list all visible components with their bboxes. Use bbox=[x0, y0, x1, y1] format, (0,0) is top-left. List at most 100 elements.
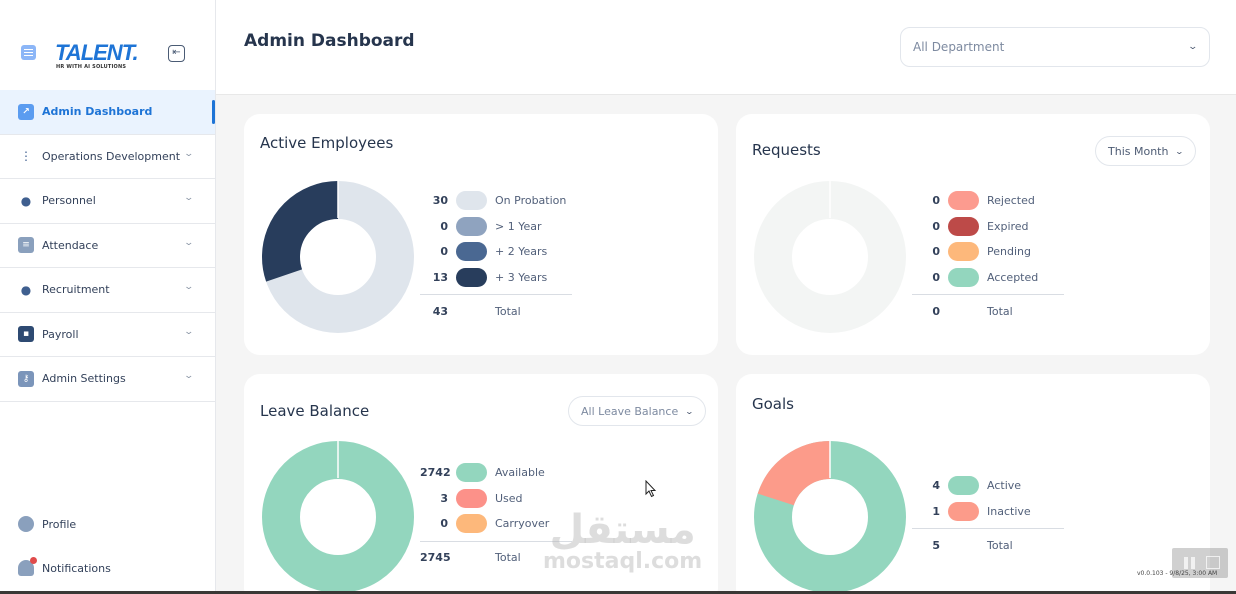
legend-total: 0 Total bbox=[932, 304, 1013, 318]
legend-swatch bbox=[456, 216, 487, 236]
leave-balance-card: Leave Balance All Leave Balance ⌄ 2742 Av… bbox=[244, 374, 718, 594]
active-employees-legend: 30 On Probation 0 > 1 Year 0 + 2 Years 13 + … bbox=[420, 188, 580, 321]
sidebar-item-label: Operations Development bbox=[42, 149, 181, 163]
chevron-down-icon[interactable]: ⌄ bbox=[183, 282, 195, 292]
bottom-strip bbox=[0, 591, 1236, 594]
user-add-icon: ● bbox=[20, 282, 32, 297]
legend-row: 0 Carryover bbox=[420, 511, 580, 537]
active-employees-card: Active Employees 30 On Probation 0 > 1 Yea… bbox=[244, 114, 718, 355]
legend-row: 0 Expired bbox=[912, 214, 1072, 240]
user-circle-icon bbox=[18, 516, 34, 532]
legend-row: 0 Accepted bbox=[912, 265, 1072, 291]
goals-card: Goals 4 Active 1 Inactive 5 Total bbox=[736, 374, 1210, 594]
logo: TALENT. bbox=[55, 40, 139, 65]
legend-row: 2742 Available bbox=[420, 460, 580, 486]
legend-divider bbox=[420, 540, 572, 542]
leave-balance-donut[interactable] bbox=[261, 440, 415, 594]
leave-balance-legend: 2742 Available 3 Used 0 Carryover 2745 Total bbox=[420, 460, 580, 568]
notification-badge bbox=[30, 557, 37, 564]
sidebar-item-label: Payroll bbox=[42, 327, 79, 341]
checklist-icon: ≡ bbox=[18, 237, 34, 254]
chevron-down-icon: ⌄ bbox=[684, 406, 695, 416]
sidebar-nav: ↗ Admin Dashboard ⋮ Operations Developme… bbox=[0, 90, 215, 402]
card-title: Requests bbox=[752, 141, 821, 159]
picture-in-picture-icon bbox=[1206, 556, 1220, 569]
legend-swatch bbox=[456, 514, 487, 534]
requests-donut[interactable] bbox=[753, 180, 907, 334]
wallet-icon: ▪ bbox=[18, 326, 34, 343]
chevron-down-icon[interactable]: ⌄ bbox=[183, 371, 195, 381]
department-select[interactable]: All Department ⌄ bbox=[900, 27, 1210, 67]
org-tree-icon: ⋮ bbox=[20, 149, 32, 164]
chevron-down-icon[interactable]: ⌄ bbox=[183, 326, 195, 337]
chevron-down-icon: ⌄ bbox=[1187, 42, 1199, 52]
legend-swatch bbox=[456, 463, 487, 483]
legend-row: 0 Pending bbox=[912, 239, 1072, 265]
sidebar-item-operations-development[interactable]: ⋮ Operations Development ⌄ bbox=[0, 135, 215, 179]
leave-balance-filter-select[interactable]: All Leave Balance ⌄ bbox=[568, 396, 706, 426]
legend-divider bbox=[912, 528, 1064, 529]
requests-period-select[interactable]: This Month ⌄ bbox=[1095, 136, 1197, 166]
legend-total: 43 Total bbox=[432, 304, 521, 318]
legend-row: 13 + 3 Years bbox=[420, 265, 580, 291]
menu-icon[interactable] bbox=[21, 45, 36, 60]
sidebar-item-label: Recruitment bbox=[42, 283, 110, 297]
sidebar-item-admin-dashboard[interactable]: ↗ Admin Dashboard bbox=[0, 90, 215, 135]
card-title: Leave Balance bbox=[260, 402, 370, 420]
sidebar-item-profile[interactable]: Profile bbox=[0, 502, 215, 546]
sidebar-item-label: Notifications bbox=[42, 561, 111, 575]
chevron-down-icon: ⌄ bbox=[1175, 146, 1185, 156]
sidebar-item-label: Admin Settings bbox=[42, 372, 126, 386]
sidebar-item-label: Profile bbox=[42, 517, 77, 531]
legend-swatch bbox=[948, 242, 979, 262]
sidebar-item-attendance[interactable]: ≡ Attendace ⌄ bbox=[0, 224, 215, 268]
legend-divider bbox=[420, 294, 572, 295]
mouse-cursor-icon bbox=[645, 480, 657, 498]
legend-total: 5 Total bbox=[932, 538, 1013, 552]
card-title: Active Employees bbox=[260, 134, 394, 152]
chevron-down-icon[interactable]: ⌄ bbox=[183, 237, 195, 248]
requests-card: Requests This Month ⌄ 0 Rejected 0 Expired… bbox=[736, 114, 1210, 355]
legend-row: 0 + 2 Years bbox=[420, 239, 580, 265]
legend-row: 0 > 1 Year bbox=[420, 214, 580, 240]
chevron-down-icon[interactable]: ⌄ bbox=[183, 148, 195, 159]
legend-row: 0 Rejected bbox=[912, 188, 1072, 214]
sidebar-item-label: Personnel bbox=[42, 194, 96, 208]
active-employees-donut[interactable] bbox=[261, 180, 415, 334]
video-overlay-controls[interactable] bbox=[1172, 548, 1228, 578]
brand-bar: TALENT. HR WITH AI SOLUTIONS ⇤ bbox=[18, 40, 208, 76]
legend-row: 3 Used bbox=[420, 486, 580, 512]
sidebar: TALENT. HR WITH AI SOLUTIONS ⇤ ↗ Admin D… bbox=[0, 0, 216, 594]
goals-legend: 4 Active 1 Inactive 5 Total bbox=[912, 473, 1072, 555]
legend-total: 2745 Total bbox=[420, 551, 521, 564]
legend-swatch bbox=[948, 267, 979, 287]
sidebar-item-notifications[interactable]: Notifications bbox=[0, 546, 215, 590]
goals-donut[interactable] bbox=[753, 440, 907, 594]
legend-swatch bbox=[948, 476, 979, 496]
legend-swatch bbox=[456, 267, 487, 287]
legend-row: 30 On Probation bbox=[420, 188, 580, 214]
pause-icon bbox=[1184, 557, 1188, 569]
legend-swatch bbox=[456, 488, 487, 508]
sidebar-item-admin-settings[interactable]: ⚷ Admin Settings ⌄ bbox=[0, 357, 215, 402]
collapse-sidebar-icon[interactable]: ⇤ bbox=[168, 45, 185, 62]
header: Admin Dashboard All Department ⌄ bbox=[216, 0, 1236, 95]
legend-swatch bbox=[456, 242, 487, 262]
legend-swatch bbox=[948, 501, 979, 521]
chart-line-icon: ↗ bbox=[18, 103, 34, 120]
card-title: Goals bbox=[752, 395, 794, 413]
people-icon: ● bbox=[20, 193, 32, 208]
sidebar-item-personnel[interactable]: ● Personnel ⌄ bbox=[0, 179, 215, 224]
page-title: Admin Dashboard bbox=[244, 31, 415, 51]
legend-divider bbox=[912, 294, 1064, 295]
sidebar-item-recruitment[interactable]: ● Recruitment ⌄ bbox=[0, 268, 215, 313]
logo-tagline: HR WITH AI SOLUTIONS bbox=[56, 64, 127, 70]
department-select-value: All Department bbox=[913, 40, 1005, 54]
sidebar-item-payroll[interactable]: ▪ Payroll ⌄ bbox=[0, 313, 215, 357]
chevron-down-icon[interactable]: ⌄ bbox=[183, 193, 195, 203]
key-icon: ⚷ bbox=[18, 370, 34, 387]
legend-swatch bbox=[948, 216, 979, 236]
legend-swatch bbox=[456, 191, 487, 211]
bell-icon bbox=[18, 557, 37, 576]
